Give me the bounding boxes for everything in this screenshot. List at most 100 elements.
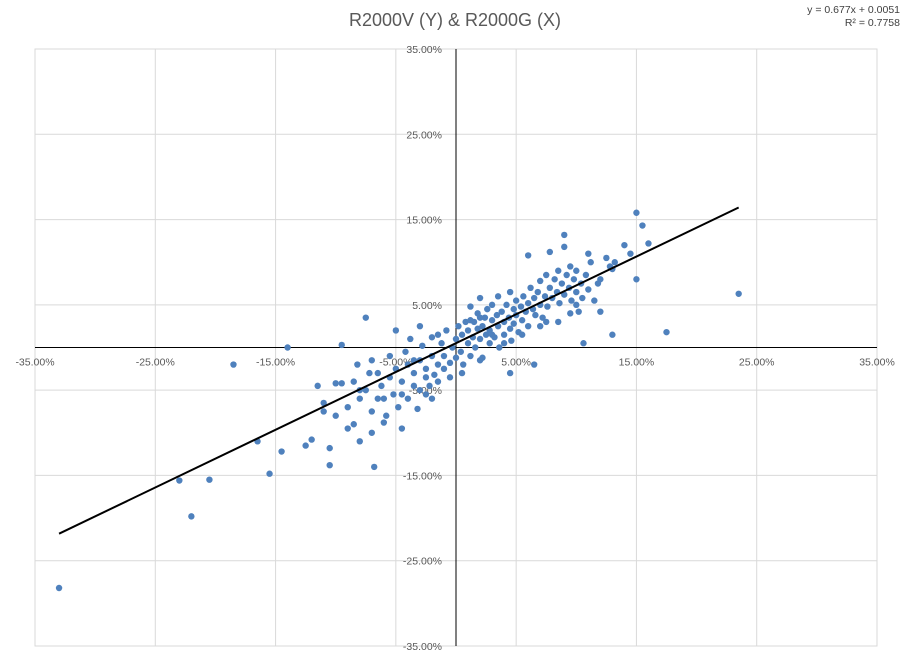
data-point	[356, 395, 363, 402]
data-point	[597, 276, 604, 283]
data-point	[633, 276, 640, 283]
data-point	[398, 425, 406, 432]
data-point	[440, 365, 448, 373]
data-point	[546, 248, 554, 256]
data-point	[452, 335, 460, 343]
y-tick-label: -15.00%	[403, 470, 442, 482]
data-point	[419, 342, 426, 349]
data-point	[568, 297, 575, 304]
data-point	[374, 395, 382, 402]
data-point	[563, 271, 570, 279]
trendline-r-squared: R² = 0.7758	[844, 17, 900, 29]
data-point	[455, 322, 462, 330]
data-point	[585, 250, 592, 257]
data-point	[585, 286, 592, 293]
data-point	[467, 317, 474, 324]
data-point	[344, 404, 351, 411]
data-point	[326, 461, 333, 469]
data-point	[452, 354, 460, 361]
data-point	[518, 331, 526, 338]
data-point	[338, 380, 345, 387]
data-point	[639, 222, 646, 229]
chart-title: R2000V (Y) & R2000G (X)	[348, 10, 562, 30]
data-point	[517, 303, 525, 310]
data-point	[371, 463, 378, 471]
data-point	[481, 314, 489, 321]
data-point	[520, 293, 527, 300]
data-point	[555, 318, 562, 326]
data-point	[537, 277, 544, 285]
data-point	[518, 317, 526, 324]
data-point	[573, 288, 580, 296]
data-point	[486, 340, 493, 347]
data-point	[416, 386, 424, 394]
y-tick-label: -5.00%	[409, 385, 442, 397]
x-tick-label: 15.00%	[619, 357, 655, 369]
x-tick-label: -15.00%	[256, 357, 295, 369]
data-point	[500, 331, 508, 338]
data-point	[530, 294, 538, 302]
axes	[35, 49, 877, 646]
trendline-layer	[58, 206, 740, 535]
data-point	[544, 303, 551, 310]
x-tick-label: 25.00%	[739, 357, 775, 369]
data-point	[458, 369, 466, 377]
x-tick-label: 35.00%	[859, 357, 895, 369]
data-point	[422, 374, 430, 381]
data-point	[633, 209, 640, 216]
data-point	[368, 408, 375, 415]
data-point	[597, 308, 604, 315]
data-point	[476, 357, 484, 364]
x-tick-label: 5.00%	[501, 357, 531, 369]
data-point	[176, 477, 183, 484]
data-point	[567, 310, 574, 317]
data-point	[457, 348, 465, 355]
data-point	[556, 299, 563, 307]
data-point	[476, 294, 484, 302]
data-point	[326, 444, 333, 452]
data-points	[55, 209, 742, 592]
data-point	[380, 395, 388, 402]
data-point	[320, 408, 327, 415]
data-point	[266, 470, 273, 477]
data-point	[428, 395, 436, 402]
data-point	[350, 378, 357, 385]
data-point	[510, 305, 517, 313]
data-point	[543, 271, 550, 279]
data-point	[462, 318, 469, 326]
data-point	[537, 322, 544, 330]
data-point	[532, 311, 539, 319]
x-tick-label: -5.00%	[379, 357, 412, 369]
data-point	[621, 241, 628, 249]
x-tick-labels: -35.00% -25.00% -15.00% -5.00% 5.00% 15.00% 25…	[15, 357, 894, 369]
y-tick-label: 25.00%	[406, 129, 442, 141]
data-point	[428, 334, 436, 341]
data-point	[561, 231, 568, 239]
data-point	[378, 382, 385, 390]
data-point	[434, 331, 442, 338]
data-point	[390, 391, 397, 398]
data-point	[354, 361, 361, 368]
trendline	[58, 206, 740, 535]
data-point	[587, 259, 594, 266]
data-point	[362, 314, 369, 321]
y-tick-labels: 35.00% 25.00% 15.00% 5.00% -5.00% -15.00% -25.…	[403, 44, 442, 653]
data-point	[558, 280, 566, 287]
data-point	[472, 344, 479, 351]
data-point	[438, 340, 445, 347]
data-point	[494, 293, 502, 300]
data-point	[206, 476, 213, 483]
data-point	[512, 297, 520, 304]
data-point	[368, 357, 375, 364]
data-point	[546, 284, 554, 291]
data-point	[735, 290, 742, 297]
data-point	[464, 340, 472, 347]
data-point	[398, 391, 406, 398]
data-point	[350, 421, 357, 428]
data-point	[591, 297, 598, 304]
data-point	[500, 340, 508, 347]
data-point	[434, 361, 442, 368]
data-point	[366, 369, 373, 377]
data-point	[567, 263, 574, 270]
